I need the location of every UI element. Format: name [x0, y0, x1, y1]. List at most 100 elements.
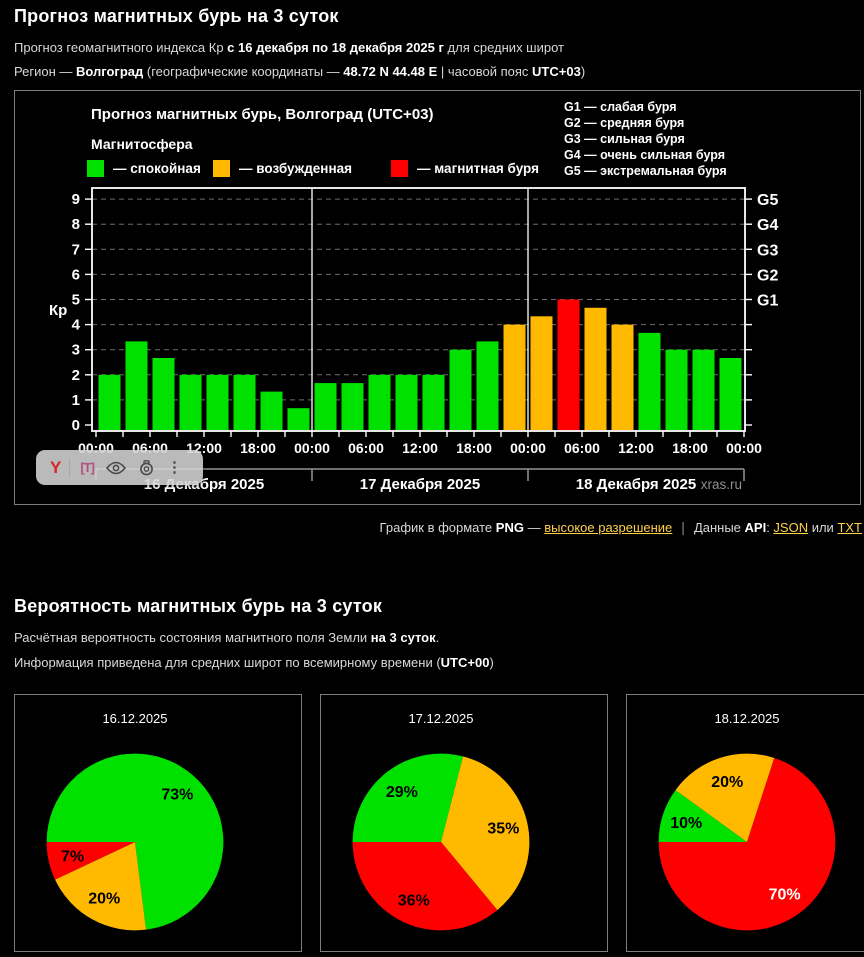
pie-slice-label: 29%: [386, 784, 418, 801]
magnetosphere-label: Магнитосфера: [91, 136, 193, 152]
time-label: 06:00: [564, 440, 600, 456]
yandex-logo-icon[interactable]: Y: [50, 457, 62, 477]
kp-forecast-panel: Прогноз магнитных бурь, Волгоград (UTC+0…: [14, 90, 861, 505]
kp-bar: [611, 324, 634, 430]
pie-slice-label: 10%: [670, 815, 702, 832]
export-links-row: График в формате PNG — высокое разрешени…: [380, 519, 862, 535]
subtitle-text: для средних широт: [443, 40, 565, 55]
kp-bar: [476, 341, 499, 430]
time-label: 12:00: [402, 440, 438, 456]
pie-slice-label: 70%: [769, 886, 801, 903]
y-tick-label: 8: [72, 216, 80, 233]
g-scale-label: G3: [757, 242, 778, 259]
g3-description: G3 — сильная буря: [564, 132, 685, 146]
timezone: UTC+03: [532, 64, 581, 79]
probability-line-2: Информация приведена для средних широт п…: [14, 655, 494, 670]
y-tick-label: 9: [72, 191, 80, 208]
pie-slice: [46, 753, 224, 930]
pie-slice: [658, 790, 747, 842]
more-options-icon[interactable]: ⋮: [166, 458, 182, 476]
page-title: Прогноз магнитных бурь на 3 суток: [14, 6, 339, 26]
pie-date-label: 16.12.2025: [102, 711, 168, 726]
kp-bar: [557, 299, 580, 430]
kp-bar: [665, 349, 688, 430]
txt-link[interactable]: TXT: [837, 520, 862, 535]
pie-slice-label: 73%: [161, 787, 193, 804]
screenshot-icon[interactable]: [138, 459, 155, 476]
kp-bar: [125, 341, 148, 430]
y-tick-label: 0: [72, 417, 80, 434]
y-tick-label: 4: [72, 317, 81, 334]
utc-label: UTC+00: [440, 655, 490, 670]
probability-text: Информация приведена для средних широт п…: [14, 655, 441, 670]
kp-bar: [179, 374, 202, 430]
y-tick-label: 5: [72, 292, 80, 309]
y-tick-label: 2: [72, 367, 80, 384]
kp-bar: [692, 349, 715, 430]
kp-bar: [206, 374, 229, 430]
time-label: 12:00: [618, 440, 654, 456]
toolbar-divider: [69, 457, 71, 478]
subtitle-line-1: Прогноз геомагнитного индекса Кр с 16 де…: [14, 40, 564, 55]
chart-title: Прогноз магнитных бурь, Волгоград (UTC+0…: [91, 106, 434, 123]
probability-text: Расчётная вероятность состояния магнитно…: [14, 630, 371, 645]
time-label: 00:00: [294, 440, 330, 456]
g1-description: G1 — слабая буря: [564, 100, 677, 114]
kp-bar: [449, 349, 472, 430]
pie-slice-label: 20%: [88, 891, 120, 908]
legend-label: — возбужденная: [239, 161, 352, 176]
pie-slice-label: 20%: [711, 774, 743, 791]
probability-text: ): [489, 655, 494, 670]
date-range: с 16 декабря по 18 декабря 2025 г: [227, 40, 444, 55]
legend-label: — магнитная буря: [417, 161, 539, 176]
pie-box-day2: 17.12.2025 29% 35% 36%: [320, 694, 608, 952]
pie-slice-label: 7%: [61, 849, 84, 866]
pie-slice: [46, 842, 135, 880]
y-tick-label: 6: [72, 266, 80, 283]
pie-slice: [352, 753, 463, 842]
time-label: 18:00: [672, 440, 708, 456]
kp-bar: [584, 307, 607, 430]
pie-date-label: 17.12.2025: [408, 711, 474, 726]
g-scale-label: G1: [757, 293, 778, 310]
eye-icon[interactable]: [105, 461, 126, 475]
probability-title: Вероятность магнитных бурь на 3 суток: [14, 596, 383, 616]
kp-bar: [98, 374, 121, 430]
links-text: Данные: [693, 520, 745, 535]
probability-pie-day2: 29% 35% 36%: [352, 753, 530, 931]
browser-overlay-toolbar[interactable]: Y [T] ⋮: [36, 450, 203, 485]
three-days-label: на 3 суток: [370, 630, 436, 645]
links-separator: |: [681, 519, 685, 535]
subtitle-text: Прогноз геомагнитного индекса Кр: [14, 40, 228, 55]
json-link[interactable]: JSON: [773, 520, 809, 535]
legend-item-quiet: — спокойная: [87, 160, 201, 177]
g-scale-label: G4: [757, 217, 778, 234]
pie-slice-label: 35%: [487, 821, 519, 838]
g-scale-legend: G1 — слабая буря G2 — средняя буря G3 — …: [564, 99, 727, 179]
kp-bar: [341, 383, 364, 430]
y-axis-title: Кр: [49, 302, 67, 319]
pie-box-day1: 16.12.2025 73% 20% 7%: [14, 694, 302, 952]
excited-color-swatch: [213, 160, 230, 177]
watermark: xras.ru: [701, 477, 742, 492]
time-label: 00:00: [510, 440, 546, 456]
subtitle-text: Регион —: [14, 64, 76, 79]
pie-slice: [55, 842, 147, 931]
kp-bar: [152, 357, 175, 430]
time-label: 18:00: [240, 440, 276, 456]
translate-icon[interactable]: [T]: [80, 460, 95, 475]
probability-pie-day1: 73% 20% 7%: [46, 753, 224, 931]
g4-description: G4 — очень сильная буря: [564, 148, 725, 162]
subtitle-line-2: Регион — Волгоград (географические коорд…: [14, 64, 585, 79]
kp-bar-chart: 0 1 2 3 4 5 6 7 8 9 G1 G2 G3 G4 G5 00:00 06:00 12:00 18:00…: [49, 187, 778, 493]
high-res-link[interactable]: высокое разрешение: [544, 520, 673, 535]
coordinates: 48.72 N 44.48 E: [343, 64, 438, 79]
kp-bar: [719, 357, 742, 430]
kp-bar: [395, 374, 418, 430]
legend-item-excited: — возбужденная: [213, 160, 352, 177]
storm-color-swatch: [391, 160, 408, 177]
g-scale-label: G2: [757, 267, 778, 284]
subtitle-text: | часовой пояс: [437, 64, 533, 79]
pie-box-day3: 18.12.2025 10% 20% 70%: [626, 694, 864, 952]
links-text: или: [808, 520, 838, 535]
